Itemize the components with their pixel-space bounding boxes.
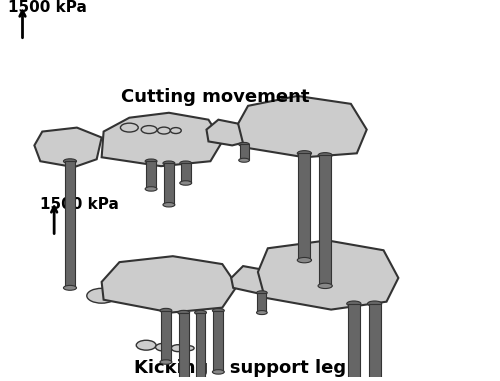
Text: Cutting movement: Cutting movement bbox=[121, 88, 310, 106]
Ellipse shape bbox=[145, 159, 157, 163]
Ellipse shape bbox=[178, 311, 190, 315]
Ellipse shape bbox=[163, 161, 175, 165]
Bar bbox=[319, 155, 331, 286]
Ellipse shape bbox=[145, 187, 157, 191]
Bar bbox=[348, 304, 360, 381]
Ellipse shape bbox=[183, 346, 194, 351]
Ellipse shape bbox=[160, 360, 172, 364]
Bar bbox=[240, 144, 248, 160]
Polygon shape bbox=[231, 266, 276, 294]
Bar bbox=[258, 293, 266, 312]
Ellipse shape bbox=[212, 370, 224, 374]
Ellipse shape bbox=[64, 285, 76, 290]
Ellipse shape bbox=[318, 153, 332, 158]
Text: 1500 kPa: 1500 kPa bbox=[40, 197, 119, 212]
Ellipse shape bbox=[160, 308, 172, 313]
Ellipse shape bbox=[64, 159, 76, 164]
Ellipse shape bbox=[120, 123, 138, 132]
Ellipse shape bbox=[238, 142, 250, 146]
Polygon shape bbox=[206, 120, 248, 146]
Ellipse shape bbox=[256, 311, 267, 315]
Ellipse shape bbox=[141, 126, 157, 133]
Ellipse shape bbox=[194, 311, 206, 315]
Ellipse shape bbox=[158, 127, 170, 134]
Bar bbox=[298, 153, 310, 260]
Bar bbox=[368, 304, 380, 381]
Ellipse shape bbox=[163, 203, 175, 207]
Ellipse shape bbox=[368, 301, 382, 306]
Bar bbox=[146, 161, 156, 189]
Ellipse shape bbox=[298, 150, 312, 156]
Bar bbox=[214, 311, 224, 372]
Bar bbox=[64, 161, 76, 288]
Ellipse shape bbox=[170, 128, 181, 133]
Ellipse shape bbox=[87, 288, 117, 303]
Polygon shape bbox=[238, 96, 366, 157]
Polygon shape bbox=[102, 113, 222, 166]
Bar bbox=[161, 311, 171, 362]
Ellipse shape bbox=[212, 308, 224, 313]
Polygon shape bbox=[258, 240, 398, 310]
Bar bbox=[179, 312, 188, 381]
Ellipse shape bbox=[156, 343, 172, 351]
Ellipse shape bbox=[346, 301, 361, 306]
Polygon shape bbox=[34, 128, 102, 167]
Ellipse shape bbox=[318, 283, 332, 288]
Text: 1500 kPa: 1500 kPa bbox=[8, 0, 86, 15]
Ellipse shape bbox=[238, 158, 250, 162]
Ellipse shape bbox=[180, 181, 192, 185]
Bar bbox=[181, 163, 190, 183]
Ellipse shape bbox=[180, 161, 192, 165]
Ellipse shape bbox=[172, 345, 184, 352]
Ellipse shape bbox=[298, 258, 312, 263]
Polygon shape bbox=[102, 256, 237, 312]
Text: Kicking – support leg: Kicking – support leg bbox=[134, 359, 346, 377]
Ellipse shape bbox=[136, 340, 156, 350]
Bar bbox=[196, 312, 205, 381]
Ellipse shape bbox=[256, 291, 267, 295]
Bar bbox=[164, 163, 174, 205]
